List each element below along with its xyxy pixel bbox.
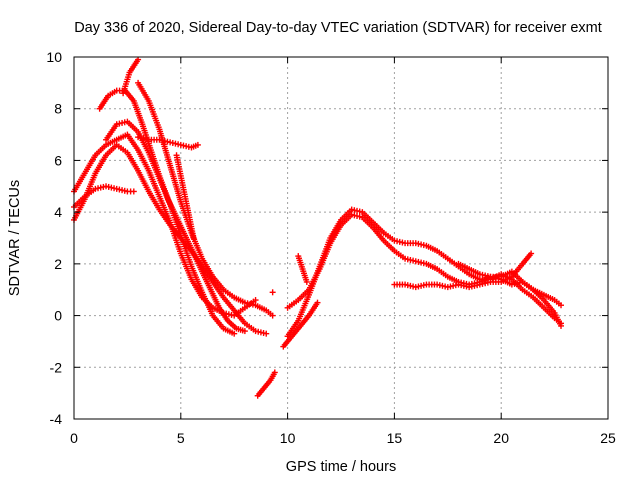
- grid-lines: [74, 57, 608, 419]
- data-point: [558, 322, 565, 329]
- y-axis-title: SDTVAR / TECUs: [7, 180, 23, 296]
- x-tick-label: 5: [177, 430, 185, 446]
- series-track-14: [455, 260, 565, 309]
- y-tick-label: 0: [54, 308, 62, 324]
- data-point: [252, 297, 259, 304]
- x-tick-label: 0: [70, 430, 78, 446]
- series-track-7: [120, 56, 142, 97]
- data-point: [558, 302, 565, 309]
- data-point: [303, 278, 310, 285]
- data-point: [269, 289, 276, 296]
- data-point: [263, 330, 270, 337]
- data-point: [528, 250, 535, 257]
- series-track-6: [135, 134, 201, 151]
- y-tick-label: 2: [54, 256, 62, 272]
- data-points: [71, 56, 565, 399]
- data-point: [135, 56, 142, 63]
- plot-frame: [73, 56, 609, 420]
- series-track-4: [71, 141, 270, 337]
- data-point: [241, 328, 248, 335]
- y-tick-label: 8: [54, 101, 62, 117]
- axis-ticks: 0 5 10 15 20 25 -4 -2 0 2 4 6 8 10: [46, 49, 616, 446]
- y-tick-label: -2: [50, 359, 63, 375]
- data-point: [231, 330, 238, 337]
- data-point: [190, 235, 197, 241]
- chart-title: Day 336 of 2020, Sidereal Day-to-day VTE…: [74, 20, 602, 36]
- data-point: [271, 369, 278, 376]
- y-tick-label: 4: [54, 204, 62, 220]
- x-axis-title: GPS time / hours: [286, 459, 396, 475]
- series-track-13: [391, 250, 535, 291]
- series-track-17: [173, 152, 197, 241]
- x-tick-label: 20: [493, 430, 509, 446]
- x-tick-label: 25: [600, 430, 616, 446]
- series-track-3: [103, 118, 238, 337]
- x-tick-label: 10: [280, 430, 296, 446]
- series-track-1: [71, 131, 259, 319]
- data-point: [269, 312, 276, 319]
- y-tick-label: -4: [50, 411, 63, 427]
- series-track-9: [254, 369, 278, 399]
- data-point: [314, 299, 321, 306]
- y-tick-label: 6: [54, 152, 62, 168]
- x-tick-label: 15: [387, 430, 403, 446]
- data-point: [130, 188, 137, 195]
- series-track-11: [284, 211, 565, 329]
- y-tick-label: 10: [46, 49, 62, 65]
- series-track-16: [269, 289, 276, 296]
- series-track-10: [284, 206, 565, 340]
- series-track-12: [280, 299, 321, 350]
- data-point: [194, 141, 201, 148]
- series-track-15: [295, 253, 310, 285]
- series-track-5: [71, 183, 137, 210]
